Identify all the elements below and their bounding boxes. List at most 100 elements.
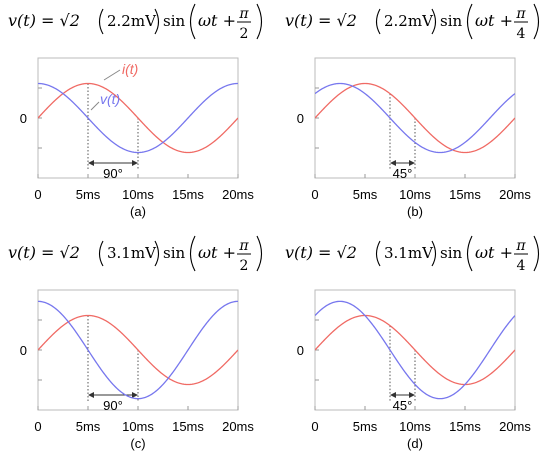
chart-panel: v(t) = √2 2.2mV sin ωt + π 2 0 5ms 10ms 15ms 20ms 0…	[8, 3, 263, 219]
equation-argument: ωt +	[475, 11, 513, 30]
series-label-current: i(t)	[122, 61, 138, 77]
chart-panel: v(t) = √2 3.1mV sin ωt + π 4 0 5ms 10ms 15ms 20ms 0…	[285, 235, 540, 451]
arrowhead	[88, 160, 94, 166]
arrowhead	[132, 392, 138, 398]
x-tick-label: 0	[34, 187, 41, 202]
right-paren	[431, 240, 437, 267]
equation-func: sin	[440, 12, 462, 30]
current-series-line	[38, 314, 238, 386]
equation-argument: ωt +	[198, 243, 236, 262]
x-tick-label: 0	[34, 419, 41, 434]
phase-annotation: 45°	[389, 325, 416, 413]
equation: v(t) = √2 2.2mV sin ωt + π 4	[285, 3, 540, 42]
left-paren	[189, 235, 196, 272]
phase-label: 45°	[393, 166, 413, 181]
x-tick-label: 20ms	[499, 187, 531, 202]
x-tick-label: 15ms	[449, 187, 481, 202]
current-series-line	[315, 82, 515, 154]
arrowhead	[132, 160, 138, 166]
right-paren	[256, 235, 263, 272]
arrowhead	[88, 392, 94, 398]
label-pointer	[103, 69, 121, 81]
equation-phase-denominator: 2	[240, 258, 249, 274]
right-paren	[256, 3, 263, 40]
x-tick-label: 10ms	[122, 419, 154, 434]
phase-label: 90°	[103, 398, 123, 413]
equation-lhs: v(t) = √2	[8, 243, 80, 262]
x-tick-label: 20ms	[222, 187, 254, 202]
x-tick-label: 10ms	[122, 187, 154, 202]
left-paren	[466, 235, 473, 272]
voltage-series-line	[38, 82, 238, 154]
x-tick-label: 15ms	[172, 187, 204, 202]
equation-argument: ωt +	[198, 11, 236, 30]
left-paren	[466, 3, 473, 40]
right-paren	[431, 8, 437, 35]
equation-lhs: v(t) = √2	[285, 11, 357, 30]
series-label-voltage: v(t)	[100, 91, 120, 107]
equation-phase-denominator: 4	[517, 258, 526, 274]
equation-lhs: v(t) = √2	[8, 11, 80, 30]
y-tick-label: 0	[20, 343, 27, 358]
x-tick-label: 0	[311, 419, 318, 434]
equation-amplitude: 3.1mV	[107, 244, 157, 262]
phase-annotation: 90°	[87, 83, 139, 181]
equation-phase-denominator: 4	[517, 26, 526, 42]
y-tick-label: 0	[297, 343, 304, 358]
label-pointer	[90, 101, 100, 111]
y-tick-label: 0	[297, 111, 304, 126]
equation-lhs: v(t) = √2	[285, 243, 357, 262]
right-paren	[154, 240, 160, 267]
equation-phase-numerator: π	[238, 6, 249, 22]
equation-func: sin	[440, 244, 462, 262]
phase-label: 90°	[103, 166, 123, 181]
current-series-line	[38, 82, 238, 154]
phase-annotation: 90°	[87, 315, 139, 413]
x-tick-label: 10ms	[399, 419, 431, 434]
panel-label: (c)	[130, 436, 145, 451]
equation-func: sin	[163, 12, 185, 30]
x-tick-label: 15ms	[172, 419, 204, 434]
x-tick-label: 5ms	[353, 187, 378, 202]
equation-func: sin	[163, 244, 185, 262]
equation-amplitude: 3.1mV	[384, 244, 434, 262]
left-paren	[98, 240, 104, 267]
equation-phase-numerator: π	[238, 238, 249, 254]
arrowhead	[390, 160, 396, 166]
equation-phase-numerator: π	[515, 6, 526, 22]
voltage-series-line	[315, 300, 515, 400]
x-tick-label: 5ms	[76, 419, 101, 434]
panel-label: (d)	[407, 436, 423, 451]
panel-label: (b)	[407, 204, 423, 219]
left-paren	[189, 3, 196, 40]
arrowhead	[409, 392, 415, 398]
right-paren	[533, 3, 540, 40]
x-tick-label: 15ms	[449, 419, 481, 434]
left-paren	[375, 8, 381, 35]
equation: v(t) = √2 3.1mV sin ωt + π 4	[285, 235, 540, 274]
voltage-series-line	[38, 300, 238, 400]
arrowhead	[390, 392, 396, 398]
phase-label: 45°	[393, 398, 413, 413]
x-tick-label: 5ms	[353, 419, 378, 434]
voltage-series-line	[315, 82, 515, 154]
chart-panel: v(t) = √2 2.2mV sin ωt + π 4 0 5ms 10ms 15ms 20ms 0…	[285, 3, 540, 219]
y-tick-label: 0	[20, 111, 27, 126]
equation-phase-numerator: π	[515, 238, 526, 254]
equation-amplitude: 2.2mV	[384, 12, 434, 30]
left-paren	[98, 8, 104, 35]
equation-phase-denominator: 2	[240, 26, 249, 42]
equation: v(t) = √2 3.1mV sin ωt + π 2	[8, 235, 263, 274]
equation-amplitude: 2.2mV	[107, 12, 157, 30]
x-tick-label: 10ms	[399, 187, 431, 202]
panel-label: (a)	[130, 204, 146, 219]
phase-annotation: 45°	[389, 93, 416, 181]
arrowhead	[409, 160, 415, 166]
x-tick-label: 5ms	[76, 187, 101, 202]
equation: v(t) = √2 2.2mV sin ωt + π 2	[8, 3, 263, 42]
x-tick-label: 20ms	[499, 419, 531, 434]
right-paren	[533, 235, 540, 272]
chart-panel: v(t) = √2 3.1mV sin ωt + π 2 0 5ms 10ms 15ms 20ms 0…	[8, 235, 263, 451]
x-tick-label: 0	[311, 187, 318, 202]
